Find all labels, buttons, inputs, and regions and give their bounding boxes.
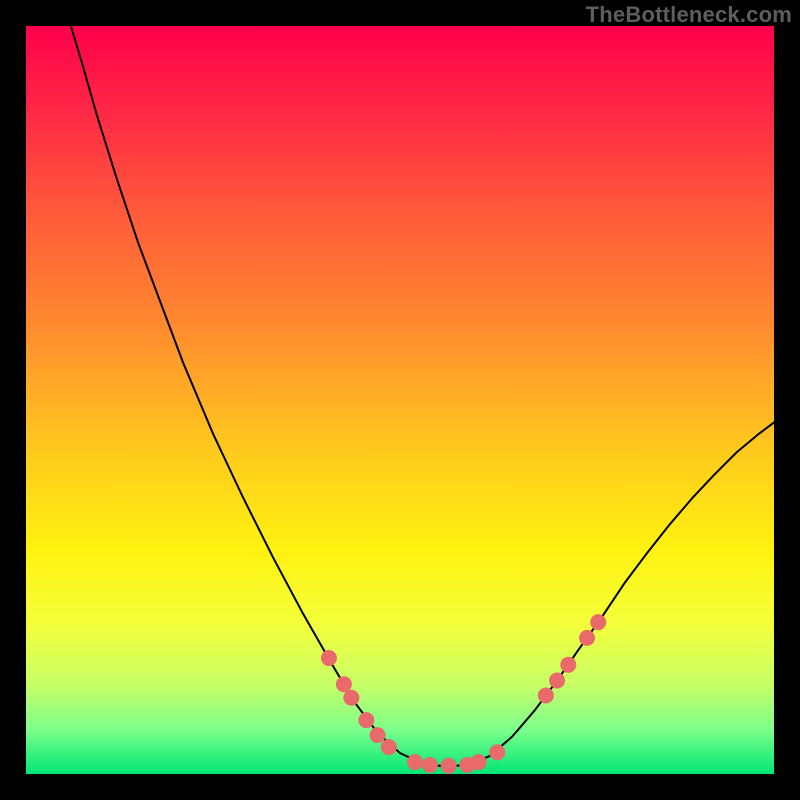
watermark-text: TheBottleneck.com [586,2,792,28]
curve-marker [560,657,576,673]
curve-marker [336,676,352,692]
curve-marker [358,712,374,728]
bottleneck-curve [71,26,774,767]
curve-marker [407,754,423,770]
curve-marker [590,614,606,630]
curve-marker [549,673,565,689]
chart-frame: TheBottleneck.com [0,0,800,800]
curve-marker [471,754,487,770]
curve-marker [321,650,337,666]
curve-marker [538,687,554,703]
curve-marker [489,744,505,760]
curve-marker [441,758,457,774]
curve-marker [370,727,386,743]
marker-group [321,614,606,774]
plot-svg [26,26,774,774]
curve-marker [579,630,595,646]
plot-area [26,26,774,774]
curve-marker [422,757,438,773]
curve-marker [381,739,397,755]
curve-marker [343,690,359,706]
